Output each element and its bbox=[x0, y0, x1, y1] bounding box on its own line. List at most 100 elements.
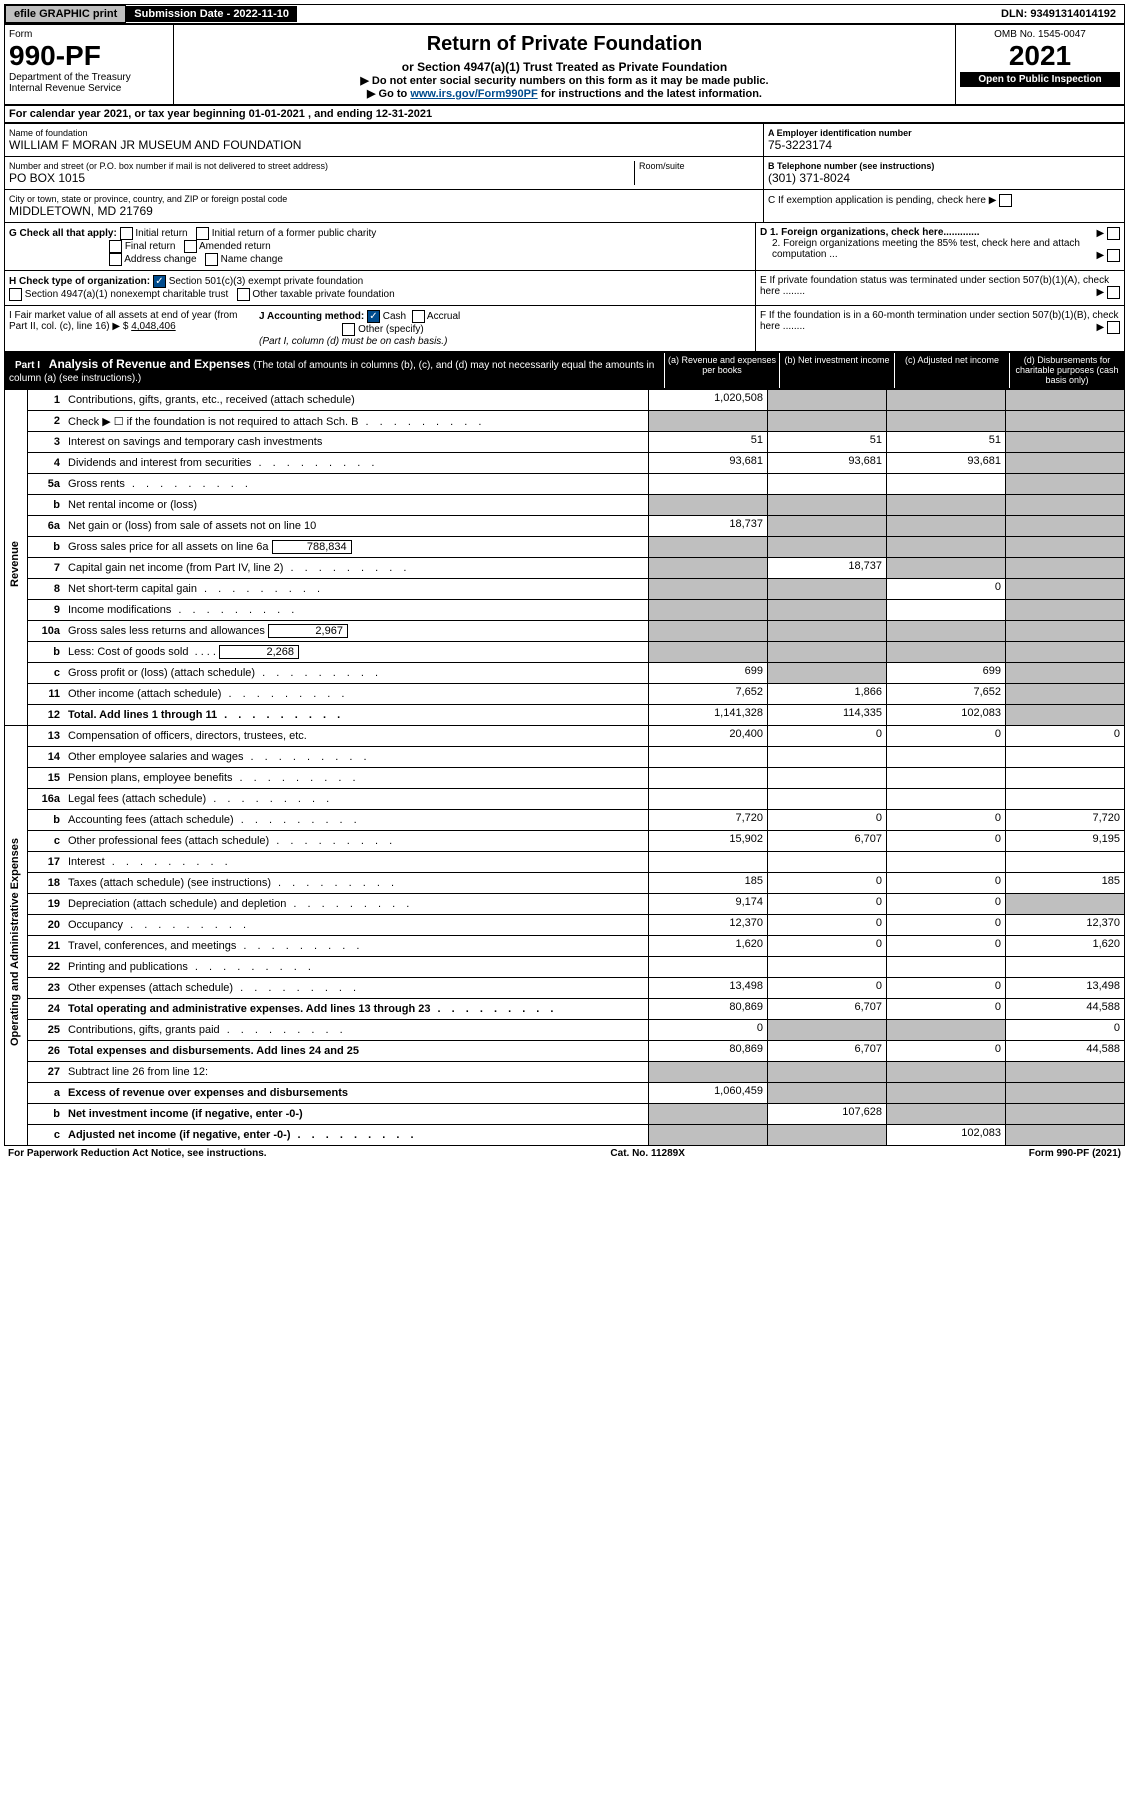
checkbox-initial[interactable] bbox=[120, 227, 133, 240]
ein: 75-3223174 bbox=[768, 138, 1120, 152]
line-4: Dividends and interest from securities bbox=[64, 455, 648, 471]
line-20: Occupancy bbox=[64, 917, 648, 933]
form-ref: Form 990-PF (2021) bbox=[1029, 1148, 1121, 1159]
tax-year: 2021 bbox=[960, 40, 1120, 72]
foundation-name: WILLIAM F MORAN JR MUSEUM AND FOUNDATION bbox=[9, 138, 759, 152]
calendar-year-row: For calendar year 2021, or tax year begi… bbox=[4, 105, 1125, 123]
line-25: Contributions, gifts, grants paid bbox=[64, 1022, 648, 1038]
ein-label: A Employer identification number bbox=[768, 128, 1120, 138]
section-g-row: G Check all that apply: Initial return I… bbox=[4, 223, 1125, 271]
tel-label: B Telephone number (see instructions) bbox=[768, 161, 1120, 171]
col-b-header: (b) Net investment income bbox=[779, 353, 894, 388]
col-d-header: (d) Disbursements for charitable purpose… bbox=[1009, 353, 1124, 388]
col-a-header: (a) Revenue and expenses per books bbox=[664, 353, 779, 388]
open-to-public: Open to Public Inspection bbox=[960, 72, 1120, 87]
col-c-header: (c) Adjusted net income bbox=[894, 353, 1009, 388]
section-d1: D 1. Foreign organizations, check here..… bbox=[760, 227, 980, 238]
irs-link[interactable]: www.irs.gov/Form990PF bbox=[410, 88, 537, 100]
checkbox-e[interactable] bbox=[1107, 286, 1120, 299]
line-23: Other expenses (attach schedule) bbox=[64, 980, 648, 996]
i-label: I Fair market value of all assets at end… bbox=[9, 310, 237, 332]
section-e: E If private foundation status was termi… bbox=[760, 275, 1109, 297]
addr-label: Number and street (or P.O. box number if… bbox=[9, 161, 634, 171]
submission-date: Submission Date - 2022-11-10 bbox=[126, 6, 297, 22]
line-15: Pension plans, employee benefits bbox=[64, 770, 648, 786]
line-19: Depreciation (attach schedule) and deple… bbox=[64, 896, 648, 912]
line-10a: Gross sales less returns and allowances … bbox=[64, 622, 648, 640]
j-label: J Accounting method: bbox=[259, 311, 364, 322]
irs: Internal Revenue Service bbox=[9, 83, 169, 94]
expenses-grid: Operating and Administrative Expenses 13… bbox=[4, 726, 1125, 1146]
form-subtitle: or Section 4947(a)(1) Trust Treated as P… bbox=[178, 60, 951, 74]
cat-no: Cat. No. 11289X bbox=[610, 1148, 684, 1159]
fmv: 4,048,406 bbox=[131, 321, 176, 332]
form-title: Return of Private Foundation bbox=[178, 33, 951, 56]
checkbox-d1[interactable] bbox=[1107, 227, 1120, 240]
part1-label: Part I bbox=[9, 358, 46, 373]
line-16b: Accounting fees (attach schedule) bbox=[64, 812, 648, 828]
checkbox-other-tax[interactable] bbox=[237, 288, 250, 301]
line-27a: Excess of revenue over expenses and disb… bbox=[64, 1085, 648, 1101]
checkbox-c[interactable] bbox=[999, 194, 1012, 207]
line-8: Net short-term capital gain bbox=[64, 581, 648, 597]
line-6a: Net gain or (loss) from sale of assets n… bbox=[64, 518, 648, 534]
line-1: Contributions, gifts, grants, etc., rece… bbox=[64, 392, 648, 408]
checkbox-name-change[interactable] bbox=[205, 253, 218, 266]
efile-button[interactable]: efile GRAPHIC print bbox=[5, 5, 126, 23]
checkbox-amended[interactable] bbox=[184, 240, 197, 253]
city-label: City or town, state or province, country… bbox=[9, 194, 759, 204]
pra-notice: For Paperwork Reduction Act Notice, see … bbox=[8, 1148, 267, 1159]
page-footer: For Paperwork Reduction Act Notice, see … bbox=[4, 1146, 1125, 1161]
arrow-icon: ▶ bbox=[989, 195, 1012, 206]
checkbox-cash[interactable]: ✓ bbox=[367, 310, 380, 323]
line-22: Printing and publications bbox=[64, 959, 648, 975]
line-24: Total operating and administrative expen… bbox=[64, 1001, 648, 1017]
line-13: Compensation of officers, directors, tru… bbox=[64, 728, 648, 744]
address: PO BOX 1015 bbox=[9, 171, 634, 185]
line-12: Total. Add lines 1 through 11 bbox=[64, 707, 648, 723]
line-3: Interest on savings and temporary cash i… bbox=[64, 434, 648, 450]
expenses-label: Operating and Administrative Expenses bbox=[5, 726, 28, 1145]
checkbox-501c3[interactable]: ✓ bbox=[153, 275, 166, 288]
checkbox-4947[interactable] bbox=[9, 288, 22, 301]
line-27b: Net investment income (if negative, ente… bbox=[64, 1106, 648, 1122]
form-number: 990-PF bbox=[9, 40, 169, 72]
line-26: Total expenses and disbursements. Add li… bbox=[64, 1043, 648, 1059]
header-left: Form 990-PF Department of the Treasury I… bbox=[5, 25, 174, 104]
checkbox-final[interactable] bbox=[109, 240, 122, 253]
line-16c: Other professional fees (attach schedule… bbox=[64, 833, 648, 849]
line-14: Other employee salaries and wages bbox=[64, 749, 648, 765]
line-11: Other income (attach schedule) bbox=[64, 686, 648, 702]
form-header: Form 990-PF Department of the Treasury I… bbox=[4, 24, 1125, 105]
line-6b: Gross sales price for all assets on line… bbox=[64, 538, 648, 556]
line-27c: Adjusted net income (if negative, enter … bbox=[64, 1127, 648, 1143]
line-21: Travel, conferences, and meetings bbox=[64, 938, 648, 954]
instruction-2: ▶ Go to www.irs.gov/Form990PF for instru… bbox=[178, 87, 951, 100]
department: Department of the Treasury bbox=[9, 72, 169, 83]
checkbox-accrual[interactable] bbox=[412, 310, 425, 323]
revenue-grid: Revenue 1Contributions, gifts, grants, e… bbox=[4, 389, 1125, 726]
checkbox-initial-former[interactable] bbox=[196, 227, 209, 240]
topbar: efile GRAPHIC print Submission Date - 20… bbox=[4, 4, 1125, 24]
section-h-row: H Check type of organization: ✓ Section … bbox=[4, 271, 1125, 306]
part1-header: Part I Analysis of Revenue and Expenses … bbox=[4, 352, 1125, 389]
checkbox-other-acct[interactable] bbox=[342, 323, 355, 336]
line-18: Taxes (attach schedule) (see instruction… bbox=[64, 875, 648, 891]
checkbox-addr-change[interactable] bbox=[109, 253, 122, 266]
line-17: Interest bbox=[64, 854, 648, 870]
checkbox-d2[interactable] bbox=[1107, 249, 1120, 262]
line-5b: Net rental income or (loss) bbox=[64, 497, 648, 513]
line-9: Income modifications bbox=[64, 602, 648, 618]
section-d2: 2. Foreign organizations meeting the 85%… bbox=[772, 238, 1080, 260]
g-label: G Check all that apply: bbox=[9, 228, 117, 239]
header-center: Return of Private Foundation or Section … bbox=[174, 25, 955, 104]
checkbox-f[interactable] bbox=[1107, 321, 1120, 334]
dln: DLN: 93491314014192 bbox=[993, 6, 1124, 22]
line-16a: Legal fees (attach schedule) bbox=[64, 791, 648, 807]
revenue-label: Revenue bbox=[5, 390, 28, 725]
line-10b: Less: Cost of goods sold . . . . 2,268 bbox=[64, 643, 648, 661]
j-note: (Part I, column (d) must be on cash basi… bbox=[259, 336, 447, 347]
section-f: F If the foundation is in a 60-month ter… bbox=[760, 310, 1119, 332]
line-7: Capital gain net income (from Part IV, l… bbox=[64, 560, 648, 576]
part1-title: Analysis of Revenue and Expenses bbox=[49, 357, 250, 371]
